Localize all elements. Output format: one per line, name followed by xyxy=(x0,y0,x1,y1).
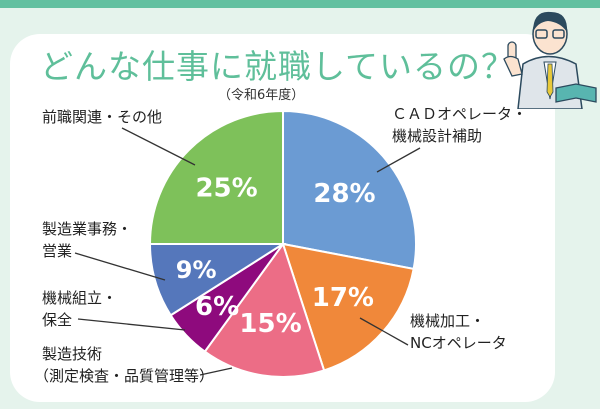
label-line: 製造業事務・ xyxy=(42,220,133,238)
label-line: 機械加工・ xyxy=(410,312,486,330)
label-other: 前職関連・その他 xyxy=(42,106,162,128)
label-line: 機械組立・ xyxy=(42,289,118,307)
label-line: NCオペレータ xyxy=(410,334,507,352)
leader-office xyxy=(74,252,166,281)
slice-percent-label: 6% xyxy=(195,292,239,322)
subtitle: （令和6年度） xyxy=(218,88,305,103)
label-line: 営業 xyxy=(42,242,73,260)
pie-slice xyxy=(282,109,417,271)
label-office: 製造業事務・ 営業 xyxy=(42,218,132,262)
label-cad: ＣＡＤオペレータ・ 機械設計補助 xyxy=(392,103,527,147)
slice-percent-label: 15% xyxy=(239,309,301,339)
label-line: 保全 xyxy=(42,311,73,329)
leader-cad xyxy=(376,147,421,173)
label-assembly: 機械組立・ 保全 xyxy=(42,287,117,331)
pie-slice xyxy=(148,109,284,245)
leader-assembly xyxy=(77,318,186,331)
page-title: どんな仕事に就職しているの？ xyxy=(40,47,516,86)
label-line: （測定検査・品質管理等） xyxy=(34,367,215,385)
teacher-illustration xyxy=(503,11,597,109)
label-line: 製造技術 xyxy=(42,345,103,363)
label-nc: 機械加工・ NCオペレータ xyxy=(410,310,507,354)
label-tech: 製造技術 （測定検査・品質管理等） xyxy=(34,343,214,387)
leader-nc xyxy=(359,317,409,346)
slice-percent-label: 17% xyxy=(312,283,374,313)
label-line: 前職関連・その他 xyxy=(42,108,163,126)
slice-percent-label: 9% xyxy=(176,256,217,284)
label-line: ＣＡＤオペレータ・ xyxy=(392,105,528,123)
label-line: 機械設計補助 xyxy=(392,127,483,145)
slice-percent-label: 25% xyxy=(195,174,257,204)
top-bar xyxy=(0,0,600,8)
slice-percent-label: 28% xyxy=(313,179,375,209)
leader-other xyxy=(121,127,196,166)
pie-slice xyxy=(281,242,415,372)
pie-slice xyxy=(203,241,326,378)
leader-tech xyxy=(199,367,233,376)
